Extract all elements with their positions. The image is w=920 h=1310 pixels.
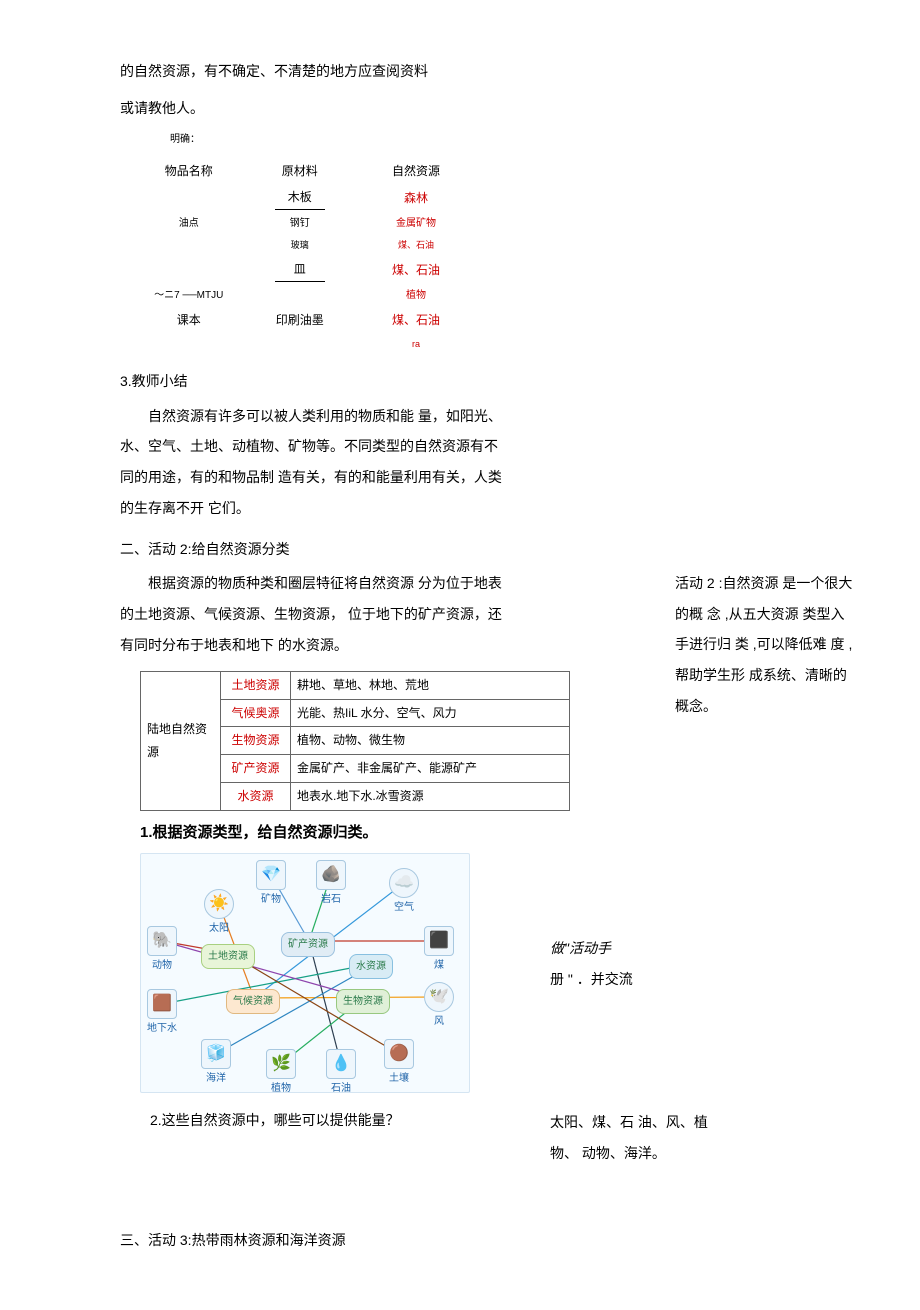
- diagram-node-animal: 🐘动物: [147, 926, 177, 975]
- mat-col-material: 玻璃: [237, 236, 362, 255]
- diagram-category-climate: 气候资源: [226, 989, 280, 1014]
- res-row-0-detail: 耕地、草地、林地、荒地: [291, 671, 570, 699]
- summary-body: 自然资源有许多可以被人类利用的物质和能 量，如阳光、水、空气、土地、动植物、矿物…: [120, 401, 510, 524]
- intro-line2: 或请教他人。: [120, 93, 510, 124]
- activity2-title: 二、活动 2:给自然资源分类: [120, 536, 510, 563]
- air-icon: ☁️: [389, 868, 419, 898]
- mat-col-item: [142, 236, 235, 255]
- diagram-node-label: 海洋: [201, 1069, 231, 1088]
- mat-col-item: ～ニ7 ──MTJU: [142, 285, 235, 306]
- diagram-node-oil: 💧石油: [326, 1049, 356, 1098]
- underground-icon: 🟫: [147, 989, 177, 1019]
- resource-type-table: 陆地自然资源 土地资源 耕地、草地、林地、荒地 气候奥源 光能、热IiL 水分、…: [140, 671, 570, 811]
- mat-col-item: 油点: [142, 213, 235, 234]
- mat-header: 原材料: [237, 159, 362, 184]
- diagram-category-mineralr: 矿产资源: [281, 932, 335, 957]
- mat-col-resource: 植物: [364, 285, 468, 306]
- diagram-node-label: 空气: [389, 898, 419, 917]
- res-row-1-detail: 光能、热IiL 水分、空气、风力: [291, 699, 570, 727]
- diagram-lines: [141, 854, 471, 1094]
- diagram-node-label: 矿物: [256, 890, 286, 909]
- diagram-node-ocean: 🧊海洋: [201, 1039, 231, 1088]
- diagram-category-water: 水资源: [349, 954, 393, 979]
- mat-col-material: 印刷油墨: [237, 308, 362, 333]
- mat-col-resource: ra: [364, 335, 468, 354]
- diagram-node-air: ☁️空气: [389, 868, 419, 917]
- oil-icon: 💧: [326, 1049, 356, 1079]
- diagram-node-sun: ☀️太阳: [204, 889, 234, 938]
- mat-col-material: 木板: [237, 185, 362, 211]
- diagram-node-label: 土壤: [384, 1069, 414, 1088]
- res-row-2-detail: 植物、动物、微生物: [291, 727, 570, 755]
- res-left-header: 陆地自然资源: [141, 671, 221, 810]
- mat-col-item: [142, 257, 235, 283]
- diagram-category-bio: 生物资源: [336, 989, 390, 1014]
- q2-answer: 太阳、煤、石 油、风、植物、 动物、海洋。: [550, 1107, 730, 1169]
- activity3-title: 三、活动 3:热带雨林资源和海洋资源: [120, 1227, 800, 1254]
- mat-col-resource: 煤、石油: [364, 236, 468, 255]
- wind-icon: 🕊️: [424, 982, 454, 1012]
- animal-icon: 🐘: [147, 926, 177, 956]
- q2-side2: 册 " ．并交流: [550, 964, 730, 995]
- materials-table: 物品名称原材料自然资源木板森林油点钢钉金属矿物玻璃煤、石油皿煤、石油～ニ7 ──…: [140, 157, 470, 356]
- mat-header: 物品名称: [142, 159, 235, 184]
- mat-col-material: 皿: [237, 257, 362, 283]
- diagram-node-wind: 🕊️风: [424, 982, 454, 1031]
- mat-col-item: [142, 185, 235, 211]
- res-row-2-type: 生物资源: [221, 727, 291, 755]
- diagram-category-land: 土地资源: [201, 944, 255, 969]
- mat-col-item: 课本: [142, 308, 235, 333]
- mat-col-resource: 煤、石油: [364, 308, 468, 333]
- mat-col-material: [237, 285, 362, 306]
- mat-col-material: [237, 335, 362, 354]
- ocean-icon: 🧊: [201, 1039, 231, 1069]
- diagram-node-label: 植物: [266, 1079, 296, 1098]
- diagram-node-coal: ⬛煤: [424, 926, 454, 975]
- mat-col-material: 钢钉: [237, 213, 362, 234]
- diagram-node-mineral: 💎矿物: [256, 860, 286, 909]
- mat-col-resource: 森林: [364, 185, 468, 211]
- mat-col-resource: 金属矿物: [364, 213, 468, 234]
- mat-col-item: [142, 335, 235, 354]
- diagram-node-plant: 🌿植物: [266, 1049, 296, 1098]
- sun-icon: ☀️: [204, 889, 234, 919]
- res-row-1-type: 气候奥源: [221, 699, 291, 727]
- rock-icon: 🪨: [316, 860, 346, 890]
- q2-side1: 做"活动手: [550, 933, 730, 964]
- res-row-3-type: 矿产资源: [221, 755, 291, 783]
- diagram-node-label: 动物: [147, 956, 177, 975]
- mat-top-label: 明确：: [170, 130, 800, 149]
- mat-col-resource: 煤、石油: [364, 257, 468, 283]
- activity2-body: 根据资源的物质种类和圈层特征将自然资源 分为位于地表的土地资源、气候资源、生物资…: [120, 568, 510, 660]
- diagram-node-label: 风: [424, 1012, 454, 1031]
- activity2-side: 活动 2 :自然资源 是一个很大的概 念 ,从五大资源 类型入手进行归 类 ,可…: [675, 568, 855, 722]
- diagram-node-label: 石油: [326, 1079, 356, 1098]
- res-row-4-type: 水资源: [221, 782, 291, 810]
- res-row-3-detail: 金属矿产、非金属矿产、能源矿产: [291, 755, 570, 783]
- resource-classify-diagram: 💎矿物🪨岩石☁️空气☀️太阳⬛煤🐘动物🕊️风🟫地下水🧊海洋🌿植物💧石油🟤土壤 土…: [140, 853, 470, 1093]
- materials-table-wrap: 明确： 物品名称原材料自然资源木板森林油点钢钉金属矿物玻璃煤、石油皿煤、石油～ニ…: [120, 130, 800, 356]
- intro-line1: 的自然资源，有不确定、不清楚的地方应查阅资料: [120, 56, 510, 87]
- mineral-icon: 💎: [256, 860, 286, 890]
- q2-text: 2.这些自然资源中，哪些可以提供能量？: [150, 1107, 480, 1134]
- diagram-node-label: 煤: [424, 956, 454, 975]
- diagram-node-soil: 🟤土壤: [384, 1039, 414, 1088]
- res-row-4-detail: 地表水.地下水.冰雪资源: [291, 782, 570, 810]
- diagram-node-rock: 🪨岩石: [316, 860, 346, 909]
- mat-header: 自然资源: [364, 159, 468, 184]
- summary-title: 3.教师小结: [120, 368, 510, 395]
- diagram-node-label: 岩石: [316, 890, 346, 909]
- classify-title: 1.根据资源类型，给自然资源归类。: [140, 819, 800, 848]
- diagram-node-label: 太阳: [204, 919, 234, 938]
- diagram-node-label: 地下水: [147, 1019, 177, 1038]
- coal-icon: ⬛: [424, 926, 454, 956]
- res-row-0-type: 土地资源: [221, 671, 291, 699]
- plant-icon: 🌿: [266, 1049, 296, 1079]
- diagram-node-underground: 🟫地下水: [147, 989, 177, 1038]
- soil-icon: 🟤: [384, 1039, 414, 1069]
